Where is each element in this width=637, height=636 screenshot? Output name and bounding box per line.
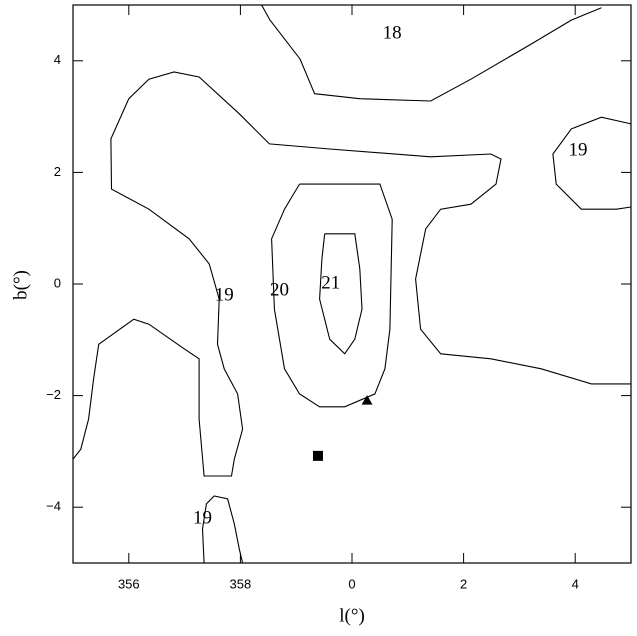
y-tick-label: −4 (46, 499, 61, 514)
x-tick-label: 4 (572, 576, 579, 591)
contour-label: 21 (321, 272, 340, 293)
marker-square (312, 450, 323, 461)
contour-label: 19 (568, 140, 587, 161)
y-tick-label: −2 (46, 387, 61, 402)
x-axis-label: l(°) (339, 605, 365, 626)
y-tick-label: 4 (54, 52, 61, 67)
x-tick-label: 0 (348, 576, 355, 591)
y-axis-label: b(°) (10, 270, 31, 300)
x-tick-label: 2 (460, 576, 467, 591)
contour-line (271, 183, 393, 408)
contour-line (552, 116, 632, 210)
contour-line (201, 495, 244, 564)
plot-frame (72, 4, 632, 564)
marker-triangle (361, 395, 373, 405)
x-tick-label: 356 (118, 576, 140, 591)
contour-line (319, 233, 363, 355)
contour-label: 20 (270, 280, 289, 301)
y-tick-label: 0 (54, 275, 61, 290)
contour-line (261, 4, 602, 102)
x-tick-label: 358 (230, 576, 252, 591)
contour-label: 19 (193, 507, 212, 528)
contour-label: 18 (383, 22, 402, 43)
y-tick-label: 2 (54, 164, 61, 179)
contour-line (72, 71, 631, 477)
contour-label: 19 (215, 285, 234, 306)
